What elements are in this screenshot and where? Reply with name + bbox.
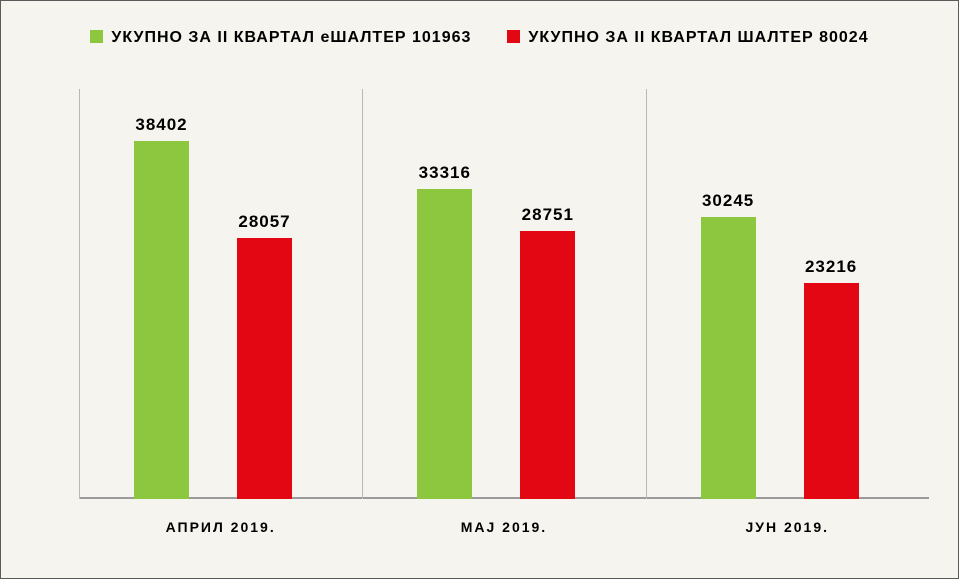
legend-label: УКУПНО ЗА II КВАРТАЛ еШАЛТЕР 101963 <box>111 29 471 46</box>
panel <box>646 89 929 499</box>
legend-swatch <box>90 30 103 43</box>
bar: 23216 <box>804 283 859 499</box>
x-axis-label: АПРИЛ 2019. <box>79 519 362 535</box>
bar-value-label: 38402 <box>134 115 189 135</box>
bar-value-label: 23216 <box>804 257 859 277</box>
bar: 33316 <box>417 189 472 499</box>
legend-label: УКУПНО ЗА II КВАРТАЛ ШАЛТЕР 80024 <box>528 29 868 46</box>
bar-value-label: 28751 <box>520 205 575 225</box>
bar-value-label: 30245 <box>701 191 756 211</box>
plot-area: 38402 28057 33316 28751 30245 23216 <box>79 89 929 499</box>
bar: 30245 <box>701 217 756 499</box>
bar: 28057 <box>237 238 292 499</box>
legend-swatch <box>507 30 520 43</box>
bar-chart: УКУПНО ЗА II КВАРТАЛ еШАЛТЕР 101963 УКУПН… <box>0 0 959 579</box>
bar: 38402 <box>134 141 189 499</box>
panel <box>362 89 645 499</box>
bar: 28751 <box>520 231 575 499</box>
legend-item: УКУПНО ЗА II КВАРТАЛ еШАЛТЕР 101963 <box>90 29 471 47</box>
bar-value-label: 28057 <box>237 212 292 232</box>
x-axis-label: МАЈ 2019. <box>362 519 645 535</box>
panel <box>79 89 362 499</box>
legend: УКУПНО ЗА II КВАРТАЛ еШАЛТЕР 101963 УКУПН… <box>1 29 958 47</box>
x-axis-label: ЈУН 2019. <box>646 519 929 535</box>
bar-value-label: 33316 <box>417 163 472 183</box>
legend-item: УКУПНО ЗА II КВАРТАЛ ШАЛТЕР 80024 <box>507 29 868 47</box>
